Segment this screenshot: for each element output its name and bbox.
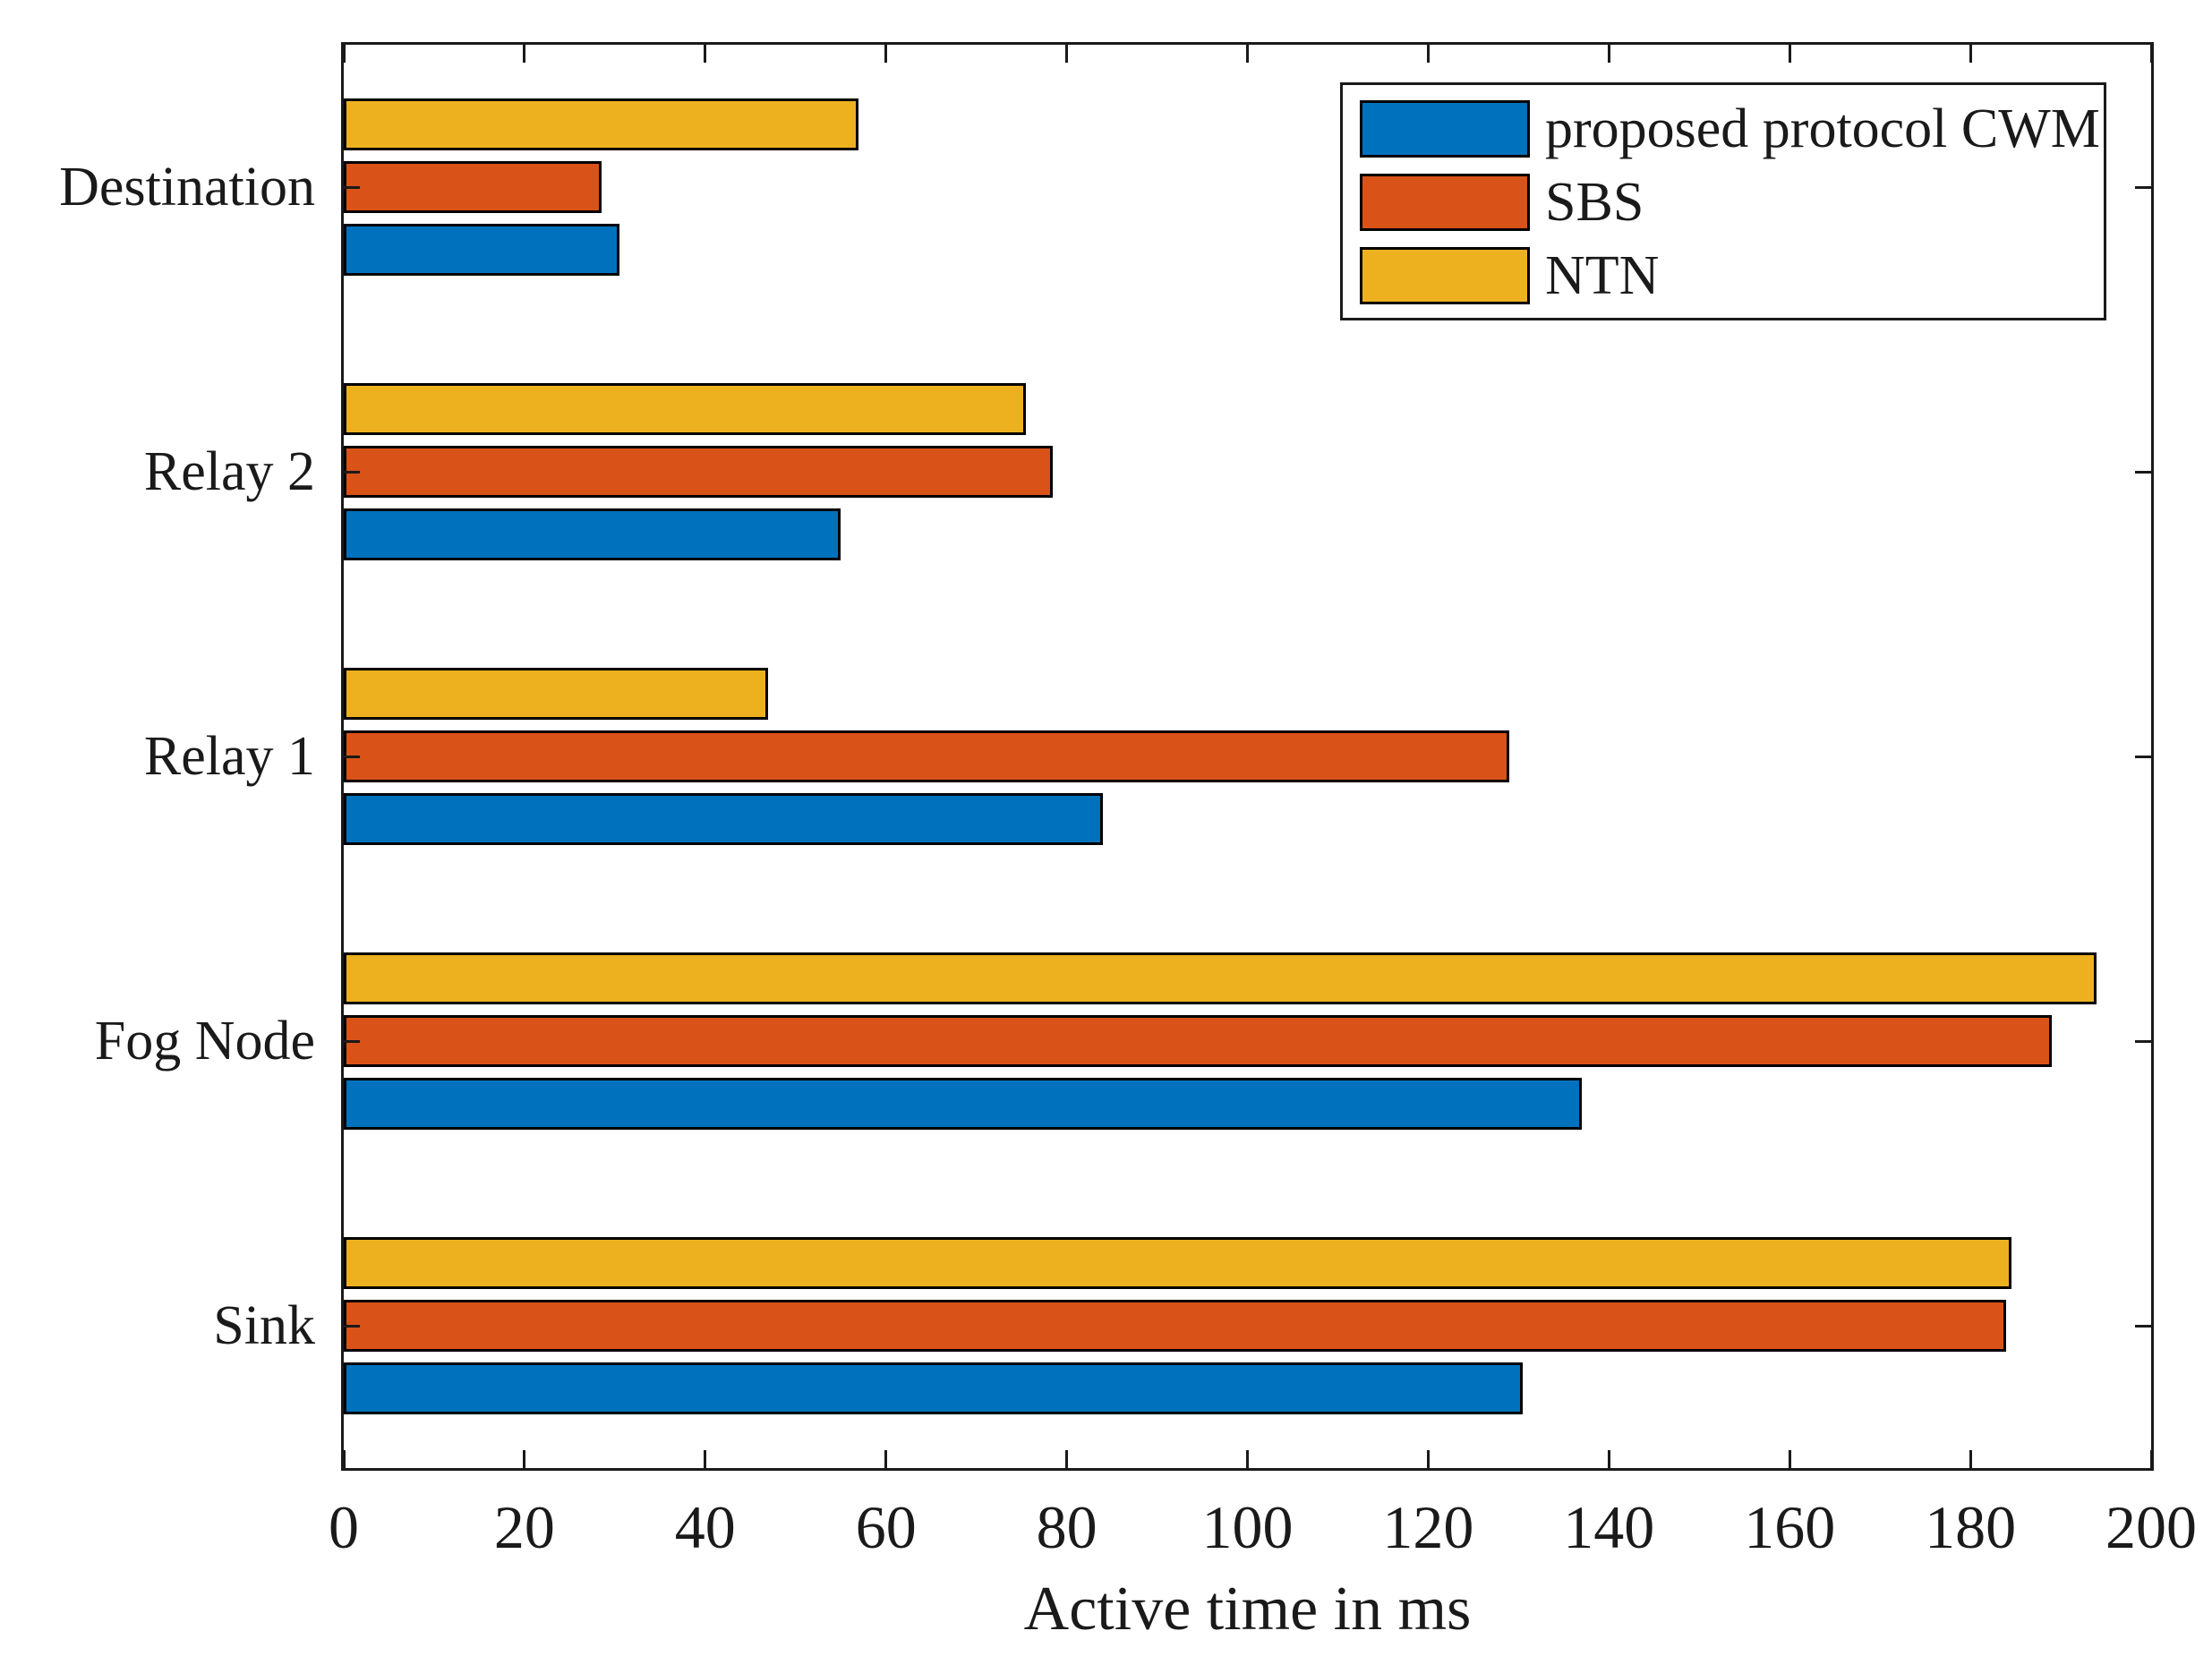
x-tick-top: [342, 45, 346, 63]
x-tick-top: [1426, 45, 1430, 63]
y-tick-right: [2135, 470, 2151, 474]
y-tick-left: [344, 185, 360, 189]
bar-ntn-relay-2: [344, 383, 1027, 435]
legend-swatch-ntn: [1360, 247, 1530, 304]
bar-proposed-protocol-cwm-destination: [344, 224, 619, 276]
bar-proposed-protocol-cwm-sink: [344, 1362, 1524, 1414]
x-tick-label: 20: [493, 1493, 555, 1561]
x-tick-bottom: [1246, 1450, 1249, 1468]
y-tick-left: [344, 470, 360, 474]
legend-swatch-proposed-protocol-cwm: [1360, 100, 1530, 158]
bar-proposed-protocol-cwm-relay-1: [344, 793, 1103, 845]
x-tick-label: 100: [1201, 1493, 1294, 1561]
legend-label: proposed protocol CWM: [1545, 98, 2100, 159]
x-tick-top: [523, 45, 526, 63]
x-tick-bottom: [1788, 1450, 1791, 1468]
x-tick-label: 200: [2105, 1493, 2197, 1561]
x-tick-label: 120: [1382, 1493, 1474, 1561]
x-tick-top: [1788, 45, 1791, 63]
y-category-label: Relay 1: [143, 726, 315, 787]
y-category-label: Relay 2: [143, 441, 315, 502]
y-tick-right: [2135, 1324, 2151, 1328]
legend-swatch-sbs: [1360, 174, 1530, 231]
x-tick-bottom: [1969, 1450, 1972, 1468]
bar-sbs-fog-node: [344, 1015, 2052, 1067]
x-tick-label: 160: [1744, 1493, 1836, 1561]
x-tick-label: 140: [1563, 1493, 1655, 1561]
bar-proposed-protocol-cwm-fog-node: [344, 1078, 1582, 1130]
bar-ntn-fog-node: [344, 952, 2097, 1004]
x-tick-bottom: [2149, 1450, 2153, 1468]
legend: proposed protocol CWM SBS NTN: [1340, 82, 2106, 320]
x-tick-top: [704, 45, 707, 63]
legend-label: SBS: [1545, 172, 1644, 233]
x-tick-bottom: [1065, 1450, 1069, 1468]
y-tick-right: [2135, 1039, 2151, 1043]
x-axis-title: Active time in ms: [1023, 1575, 1472, 1644]
x-tick-bottom: [1607, 1450, 1610, 1468]
bar-ntn-relay-1: [344, 668, 769, 720]
bar-sbs-relay-2: [344, 446, 1054, 498]
bar-sbs-destination: [344, 161, 602, 213]
x-tick-top: [2149, 45, 2153, 63]
y-category-label: Fog Node: [94, 1011, 315, 1072]
x-tick-top: [1065, 45, 1069, 63]
x-tick-label: 180: [1925, 1493, 2017, 1561]
x-tick-top: [1246, 45, 1249, 63]
x-tick-top: [1969, 45, 1972, 63]
x-tick-bottom: [342, 1450, 346, 1468]
y-tick-left: [344, 1039, 360, 1043]
bar-sbs-relay-1: [344, 730, 1510, 782]
x-tick-bottom: [884, 1450, 888, 1468]
x-tick-bottom: [704, 1450, 707, 1468]
x-tick-top: [884, 45, 888, 63]
x-tick-label: 40: [674, 1493, 736, 1561]
x-tick-bottom: [523, 1450, 526, 1468]
y-category-label: Sink: [213, 1295, 315, 1356]
legend-label: NTN: [1545, 245, 1660, 306]
y-tick-left: [344, 755, 360, 758]
y-tick-left: [344, 1324, 360, 1328]
y-category-label: Destination: [59, 157, 315, 218]
bar-ntn-sink: [344, 1237, 2011, 1289]
y-tick-right: [2135, 755, 2151, 758]
x-tick-bottom: [1426, 1450, 1430, 1468]
y-tick-right: [2135, 185, 2151, 189]
x-tick-top: [1607, 45, 1610, 63]
bar-ntn-destination: [344, 98, 859, 150]
bar-proposed-protocol-cwm-relay-2: [344, 508, 841, 560]
x-tick-label: 60: [855, 1493, 917, 1561]
x-tick-label: 80: [1036, 1493, 1097, 1561]
bar-sbs-sink: [344, 1300, 2007, 1352]
x-tick-label: 0: [329, 1493, 359, 1561]
